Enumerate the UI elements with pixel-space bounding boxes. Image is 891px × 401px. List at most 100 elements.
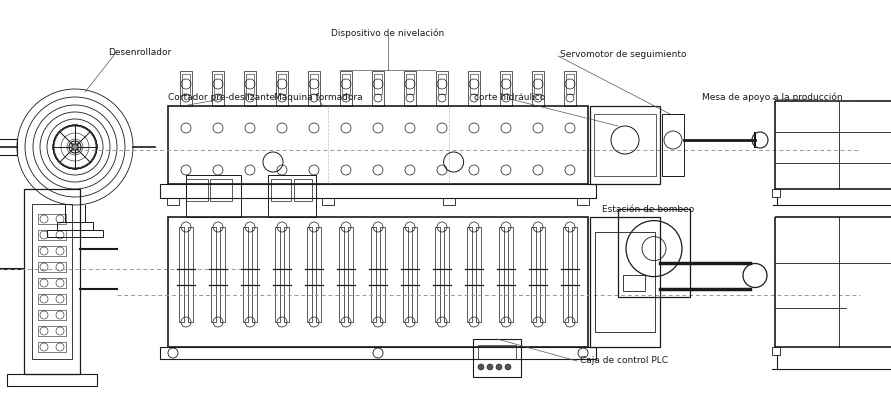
Bar xyxy=(168,217,588,347)
Bar xyxy=(404,72,416,107)
Text: Estación de bombeo: Estación de bombeo xyxy=(602,205,694,213)
Circle shape xyxy=(505,364,511,370)
Bar xyxy=(406,75,414,95)
Bar xyxy=(38,278,66,288)
Bar xyxy=(444,198,455,205)
Bar xyxy=(436,72,448,107)
Bar xyxy=(38,326,66,336)
Bar xyxy=(244,72,256,107)
Bar xyxy=(772,347,780,355)
Bar xyxy=(246,75,254,95)
Bar xyxy=(32,205,72,359)
Bar xyxy=(38,310,66,320)
Bar xyxy=(271,180,291,201)
Text: Desenrollador: Desenrollador xyxy=(109,48,172,57)
Bar xyxy=(566,75,574,95)
Bar xyxy=(540,227,545,322)
Bar xyxy=(284,227,289,322)
Bar xyxy=(563,227,568,322)
Bar xyxy=(38,262,66,272)
Bar xyxy=(380,227,385,322)
Text: Maquina formadora: Maquina formadora xyxy=(274,93,363,102)
Text: Caja de control PLC: Caja de control PLC xyxy=(580,355,668,364)
Text: Dispositivo de nivelación: Dispositivo de nivelación xyxy=(331,28,445,37)
Bar xyxy=(618,209,690,297)
Bar xyxy=(252,227,257,322)
Bar xyxy=(211,227,216,322)
Bar xyxy=(38,294,66,304)
Bar xyxy=(470,75,478,95)
Bar xyxy=(167,198,179,205)
Bar xyxy=(572,227,577,322)
Bar xyxy=(186,176,241,217)
Bar xyxy=(403,227,408,322)
Bar xyxy=(502,75,510,95)
Text: Cortador pre-deslizante: Cortador pre-deslizante xyxy=(168,93,275,102)
Bar xyxy=(468,72,480,107)
Bar xyxy=(316,227,321,322)
Bar xyxy=(339,227,344,322)
Bar xyxy=(772,190,780,198)
Bar xyxy=(531,227,536,322)
Text: corte hidráulico: corte hidráulico xyxy=(474,93,545,102)
Bar xyxy=(307,227,312,322)
Bar xyxy=(435,227,440,322)
Bar xyxy=(372,72,384,107)
Bar xyxy=(340,72,352,107)
Bar xyxy=(214,75,222,95)
Circle shape xyxy=(478,364,484,370)
Bar xyxy=(623,275,645,291)
Bar xyxy=(775,217,891,347)
Text: Servomotor de seguimiento: Servomotor de seguimiento xyxy=(560,50,686,59)
Bar xyxy=(182,75,190,95)
Bar xyxy=(577,198,589,205)
Bar xyxy=(0,140,17,156)
Bar xyxy=(308,72,320,107)
Bar xyxy=(310,75,318,95)
Bar xyxy=(371,227,376,322)
Bar xyxy=(160,184,596,198)
Bar xyxy=(179,227,184,322)
Bar xyxy=(595,233,655,332)
Bar xyxy=(186,180,208,201)
Bar xyxy=(38,246,66,256)
Circle shape xyxy=(72,145,78,151)
Bar xyxy=(438,75,446,95)
Bar xyxy=(348,227,353,322)
Bar xyxy=(775,102,891,190)
Bar xyxy=(220,227,225,322)
Bar xyxy=(412,227,417,322)
Bar xyxy=(160,347,596,359)
Bar xyxy=(212,72,224,107)
Bar xyxy=(467,227,472,322)
Bar xyxy=(532,72,544,107)
Bar xyxy=(57,223,93,231)
Bar xyxy=(508,227,513,322)
Circle shape xyxy=(496,364,502,370)
Bar xyxy=(374,75,382,95)
Bar xyxy=(7,374,97,386)
Bar xyxy=(444,227,449,322)
Bar xyxy=(476,227,481,322)
Bar xyxy=(38,215,66,225)
Circle shape xyxy=(487,364,493,370)
Bar xyxy=(294,180,312,201)
Bar xyxy=(500,72,512,107)
Bar xyxy=(499,227,504,322)
Bar xyxy=(47,231,103,237)
Bar xyxy=(210,180,232,201)
Bar xyxy=(168,107,588,184)
Bar xyxy=(38,342,66,352)
Bar xyxy=(180,72,192,107)
Bar xyxy=(534,75,542,95)
Bar xyxy=(322,198,333,205)
Bar xyxy=(243,227,248,322)
Bar xyxy=(590,217,660,347)
Bar xyxy=(342,75,350,95)
Bar xyxy=(278,75,286,95)
Bar xyxy=(276,72,288,107)
Bar xyxy=(275,227,280,322)
Bar xyxy=(662,115,684,176)
Bar xyxy=(478,345,516,359)
Bar xyxy=(590,107,660,184)
